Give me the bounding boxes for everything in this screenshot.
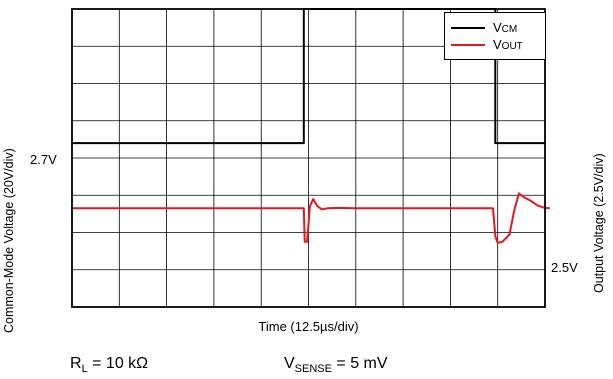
grid: [72, 9, 545, 307]
condition-load-resistance: RL = 10 kΩ: [70, 355, 149, 376]
right-axis-label: Output Voltage (2.5V/div): [592, 153, 606, 293]
vcm-level-label: 2.7V: [30, 152, 57, 167]
legend-swatch-vout: [451, 44, 485, 46]
legend: VCM VOUT: [444, 12, 546, 60]
left-axis-label: Common-Mode Voltage (20V/div): [2, 148, 16, 333]
condition-sense-voltage: VSENSE = 5 mV: [284, 355, 388, 376]
legend-swatch-vcm: [451, 27, 485, 29]
legend-label-vout: VOUT: [493, 37, 523, 52]
x-axis-label: Time (12.5µs/div): [258, 319, 359, 334]
series-line-vout: [72, 192, 550, 244]
plot-frame: [71, 8, 546, 308]
legend-label-vcm: VCM: [493, 20, 518, 35]
vout-level-label: 2.5V: [551, 260, 578, 275]
